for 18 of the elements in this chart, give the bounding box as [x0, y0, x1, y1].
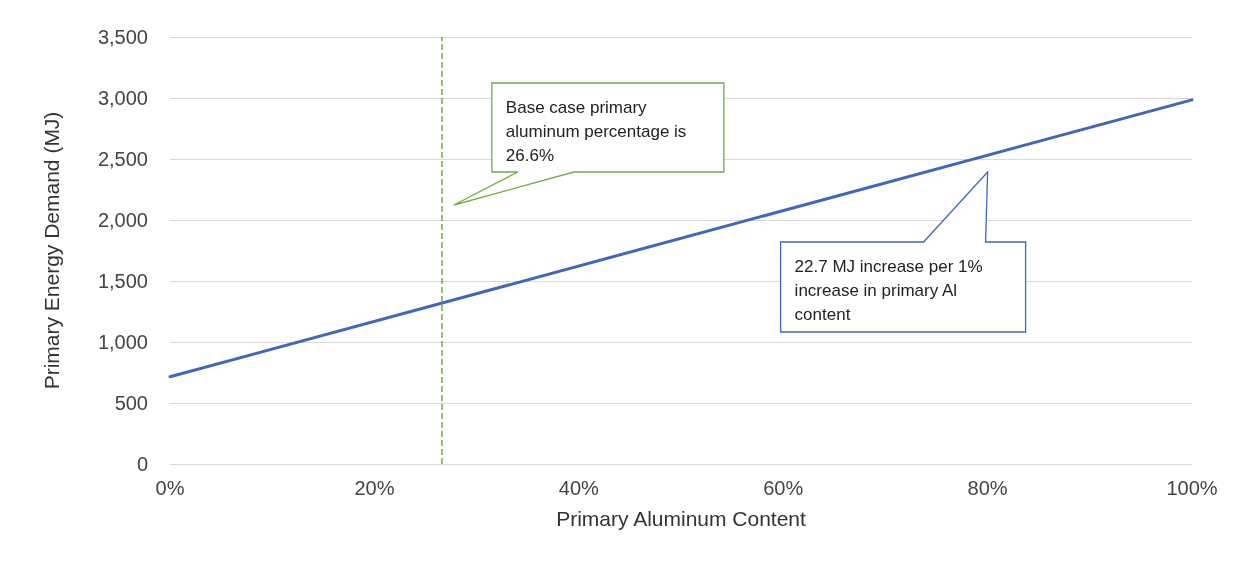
- annotation: 22.7 MJ increase per 1% increase in primary Al content: [794, 256, 988, 324]
- y-axis-title: Primary Energy Demand (MJ): [40, 111, 63, 390]
- x-tick-label: 0%: [155, 477, 185, 499]
- y-tick-label: 2,000: [97, 209, 148, 231]
- annotation: Base case primary aluminum percentage is 26.6%: [505, 97, 692, 165]
- x-tick-label: 20%: [354, 477, 395, 499]
- y-tick-label: 1,500: [97, 270, 148, 292]
- x-tick-label: 80%: [967, 477, 1008, 499]
- y-tick-label: 0: [136, 453, 148, 475]
- y-tick-label: 3,500: [97, 26, 148, 48]
- y-tick-label: 500: [114, 392, 148, 414]
- y-tick-label: 2,500: [97, 148, 148, 170]
- x-tick-label: 40%: [558, 477, 600, 499]
- y-tick-label: 3,000: [97, 87, 148, 109]
- y-tick-label: 1,000: [97, 331, 148, 353]
- x-axis-title: Primary Aluminum Content: [556, 507, 807, 530]
- x-tick-label: 100%: [1166, 477, 1218, 499]
- x-tick-label: 60%: [763, 477, 804, 499]
